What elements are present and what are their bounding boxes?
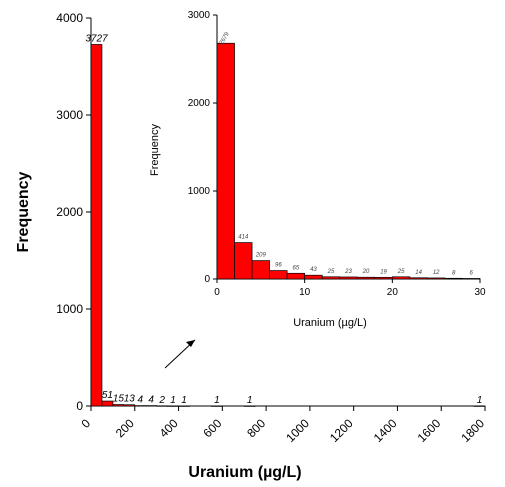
main-bar xyxy=(167,405,179,407)
inset-bar xyxy=(216,42,235,280)
inset-y-tick-label: 2000 xyxy=(188,98,211,109)
main-bar xyxy=(145,405,158,407)
main-bar xyxy=(243,405,256,407)
main-bar-label: 1 xyxy=(181,395,187,406)
inset-bar-label: 209 xyxy=(255,253,267,259)
inset-bar xyxy=(304,274,323,280)
inset-bar xyxy=(427,277,446,280)
main-bar-label: 15 xyxy=(113,394,125,405)
main-x-tick-label: 1600 xyxy=(415,416,444,445)
main-bar-label: 4 xyxy=(148,395,154,406)
main-bar-label: 1 xyxy=(477,395,483,406)
main-bar-label: 51 xyxy=(102,390,113,401)
main-bar xyxy=(178,405,190,407)
inset-x-tick-label: 10 xyxy=(299,287,311,298)
main-bar-label: 1 xyxy=(170,395,176,406)
inset-bar xyxy=(409,277,428,280)
inset-bar-label: 414 xyxy=(238,235,249,241)
main-bar xyxy=(101,400,114,407)
main-bar-label: 1 xyxy=(214,395,220,406)
inset-bar-label: 20 xyxy=(362,269,370,275)
main-x-tick-label: 1800 xyxy=(458,416,487,445)
inset-bar xyxy=(286,272,306,280)
inset-bar-label: 8 xyxy=(452,270,456,276)
inset-x-tick-label: 20 xyxy=(387,287,399,298)
main-x-tick-label: 600 xyxy=(200,416,224,440)
main-bar xyxy=(211,405,223,407)
inset-bar-label: 12 xyxy=(433,270,440,276)
main-y-tick-label: 4000 xyxy=(56,11,83,25)
inset-bar xyxy=(234,242,253,280)
inset-bar xyxy=(269,270,288,280)
main-y-axis-title: Frequency xyxy=(15,171,32,252)
main-y-tick-label: 3000 xyxy=(56,108,83,122)
main-x-tick-label: 0 xyxy=(78,416,93,431)
inset-bar-label: 25 xyxy=(397,269,405,275)
main-y-tick-label: 2000 xyxy=(56,205,83,219)
main-x-tick-label: 400 xyxy=(157,416,181,440)
inset-bar xyxy=(444,277,463,280)
inset-x-axis-title: Uranium (µg/L) xyxy=(293,317,367,329)
inset-bar-label: 43 xyxy=(310,267,317,273)
main-bar-label: 13 xyxy=(124,394,136,405)
main-y-tick-label: 1000 xyxy=(56,302,83,316)
inset-y-tick-label: 3000 xyxy=(188,10,211,21)
inset-bar-label: 25 xyxy=(327,269,335,275)
main-bar xyxy=(473,405,486,407)
main-x-tick-label: 1400 xyxy=(371,416,400,445)
main-x-axis-title: Uranium (µg/L) xyxy=(188,464,301,481)
main-bar-label: 4 xyxy=(137,395,143,406)
inset-bar xyxy=(251,260,270,280)
inset-bar xyxy=(462,278,481,280)
main-x-tick-label: 200 xyxy=(113,416,137,440)
inset-y-axis-title: Frequency xyxy=(149,124,161,176)
main-bar-label: 3727 xyxy=(85,33,108,44)
inset-bar xyxy=(391,276,411,280)
main-bar xyxy=(156,405,168,407)
inset-bar-label: 14 xyxy=(415,270,422,276)
inset-bar-label: 6 xyxy=(470,270,474,276)
inset-y-tick-label: 1000 xyxy=(188,186,211,197)
main-bar-label: 2 xyxy=(158,395,165,406)
inset-bar xyxy=(356,276,376,280)
main-bar xyxy=(123,404,136,407)
inset-bar xyxy=(339,276,358,280)
main-y-tick-label: 0 xyxy=(76,399,83,413)
inset-bar-label: 19 xyxy=(380,269,387,275)
inset-bar xyxy=(374,276,393,280)
inset-bar-label: 96 xyxy=(275,263,282,269)
inset-bar xyxy=(321,276,341,280)
main-bar xyxy=(90,44,103,407)
main-bar xyxy=(112,404,125,407)
main-bar-label: 1 xyxy=(247,395,253,406)
inset-x-tick-label: 30 xyxy=(474,287,486,298)
inset-x-tick-label: 0 xyxy=(214,287,220,298)
main-x-tick-label: 1000 xyxy=(283,416,312,445)
arrow-annotation xyxy=(164,339,196,369)
main-x-tick-label: 800 xyxy=(244,416,268,440)
inset-bar-label: 23 xyxy=(344,269,352,275)
main-bar xyxy=(134,405,147,407)
main-x-tick-label: 1200 xyxy=(327,416,356,445)
inset-bar-label: 65 xyxy=(293,265,300,271)
inset-y-tick-label: 0 xyxy=(204,274,210,285)
